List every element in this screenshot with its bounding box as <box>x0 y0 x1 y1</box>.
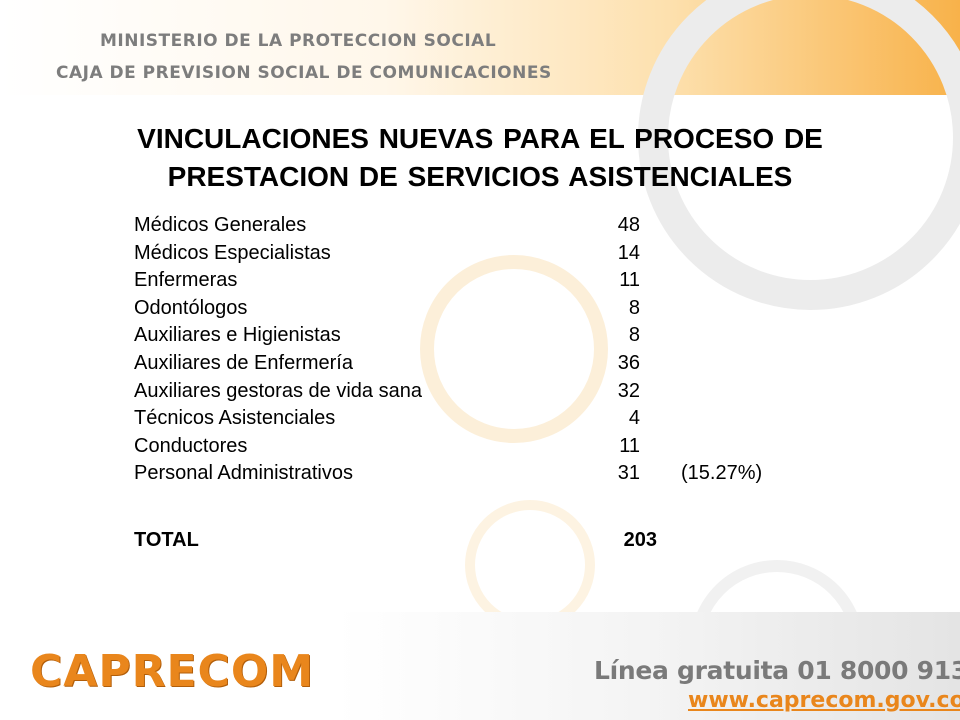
row-label: Conductores <box>134 434 248 457</box>
row-label: Médicos Especialistas <box>134 241 331 264</box>
row-value: 11 <box>619 434 640 457</box>
table-row: Enfermeras 11 <box>134 267 834 295</box>
logo-wordmark: CAPRECOM <box>30 646 315 697</box>
caprecom-logo: CAPRECOM <box>30 632 314 712</box>
total-row: TOTAL 203 <box>134 526 834 554</box>
row-note: (15.27%) <box>681 462 763 485</box>
row-value: 32 <box>617 379 640 402</box>
ministry-name: MINISTERIO DE LA PROTECCION SOCIAL <box>100 31 497 51</box>
row-label: Auxiliares e Higienistas <box>134 324 341 347</box>
title-line-1: VINCULACIONES NUEVAS PARA EL PROCESO DE <box>137 123 823 154</box>
website-link[interactable]: www.caprecom.gov.co <box>688 688 960 713</box>
row-label: Personal Administrativos <box>134 462 353 485</box>
row-value: 31 <box>617 462 640 485</box>
row-value: 36 <box>617 351 640 374</box>
staff-table: Médicos Generales 48 Médicos Especialistas… <box>134 212 834 488</box>
hotline-text: Línea gratuita 01 8000 913 966 <box>594 656 960 685</box>
table-row: Personal Administrativos 31 (15.27%) <box>134 460 834 488</box>
table-row: Técnicos Asistenciales 4 <box>134 405 834 433</box>
table-row: Auxiliares gestoras de vida sana 32 <box>134 378 834 406</box>
row-value: 14 <box>617 241 640 264</box>
footer-band <box>0 612 960 720</box>
table-row: Médicos Especialistas 14 <box>134 240 834 268</box>
row-value: 11 <box>619 269 640 292</box>
table-row: Médicos Generales 48 <box>134 212 834 240</box>
decorative-ring <box>465 500 595 630</box>
page-title: VINCULACIONES NUEVAS PARA EL PROCESO DE … <box>0 120 960 196</box>
table-row: Auxiliares e Higienistas 8 <box>134 322 834 350</box>
row-label: Odontólogos <box>134 296 248 319</box>
row-label: Enfermeras <box>134 269 238 292</box>
row-value: 8 <box>628 324 640 347</box>
row-value: 8 <box>628 296 640 319</box>
table-row: Auxiliares de Enfermería 36 <box>134 350 834 378</box>
title-line-2: PRESTACION DE SERVICIOS ASISTENCIALES <box>167 161 793 192</box>
table-row: Odontólogos 8 <box>134 295 834 323</box>
row-label: Auxiliares de Enfermería <box>134 351 353 374</box>
total-label: TOTAL <box>134 529 199 551</box>
row-value: 48 <box>617 214 640 236</box>
row-label: Auxiliares gestoras de vida sana <box>134 379 422 402</box>
total-value: 203 <box>623 529 657 551</box>
row-label: Médicos Generales <box>134 214 307 236</box>
organization-name: CAJA DE PREVISION SOCIAL DE COMUNICACION… <box>56 63 552 83</box>
row-label: Técnicos Asistenciales <box>134 407 336 430</box>
table-row: Conductores 11 <box>134 433 834 461</box>
row-value: 4 <box>628 407 640 430</box>
